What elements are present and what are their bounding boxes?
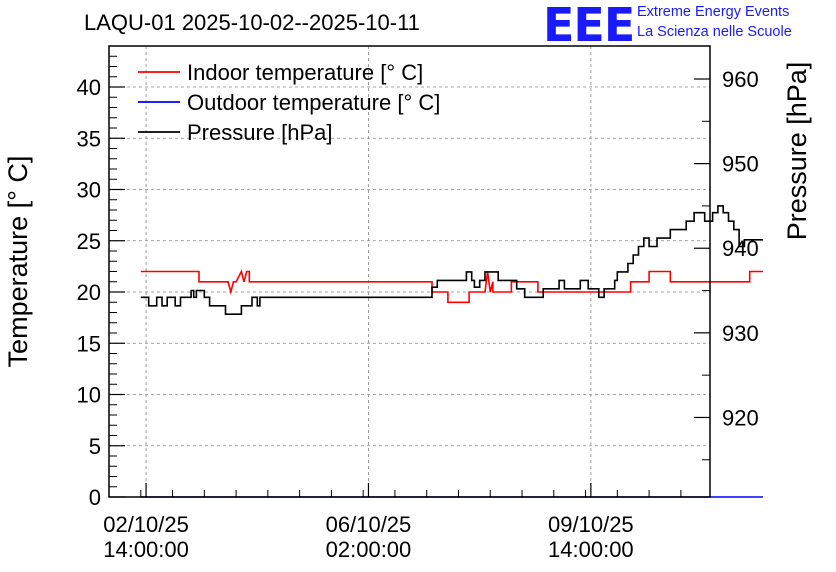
y-left-tick-label: 40 [77,75,101,100]
y-left-tick-label: 5 [89,434,101,459]
x-tick-label-time: 14:00:00 [103,537,189,562]
logo-caption-line2: La Scienza nelle Scuole [637,24,792,40]
axes: 051015202530354092093094095096002/10/251… [77,45,759,562]
series-line-indoor [140,269,763,304]
x-tick-label-time: 02:00:00 [326,537,412,562]
y-right-tick-label: 940 [722,236,759,261]
legend-label: Outdoor temperature [° C] [187,90,440,115]
x-tick-label-time: 14:00:00 [548,537,634,562]
y-axis-label-right: Pressure [hPa] [782,62,812,241]
y-axis-label-left: Temperature [° C] [3,156,33,368]
x-tick-label-date: 06/10/25 [326,512,412,537]
y-left-tick-label: 10 [77,383,101,408]
legend-label: Indoor temperature [° C] [187,60,423,85]
series-layer [140,205,763,498]
y-right-tick-label: 950 [722,152,759,177]
y-right-tick-label: 920 [722,405,759,430]
y-left-tick-label: 25 [77,229,101,254]
legend-label: Pressure [hPa] [187,120,333,145]
y-left-tick-label: 15 [77,331,101,356]
series-line-pressure [140,205,763,316]
y-right-tick-label: 930 [722,321,759,346]
chart-title: LAQU-01 2025-10-02--2025-10-11 [84,10,420,35]
logo-caption-line1: Extreme Energy Events [637,4,790,20]
y-left-tick-label: 0 [89,485,101,510]
y-left-tick-label: 30 [77,178,101,203]
x-tick-label-date: 09/10/25 [548,512,634,537]
eee-logo: EEE [543,0,635,52]
x-tick-label-date: 02/10/25 [103,512,189,537]
legend: Indoor temperature [° C] Outdoor temperat… [138,60,440,145]
y-left-tick-label: 35 [77,126,101,151]
y-left-tick-label: 20 [77,280,101,305]
y-right-tick-label: 960 [722,67,759,92]
